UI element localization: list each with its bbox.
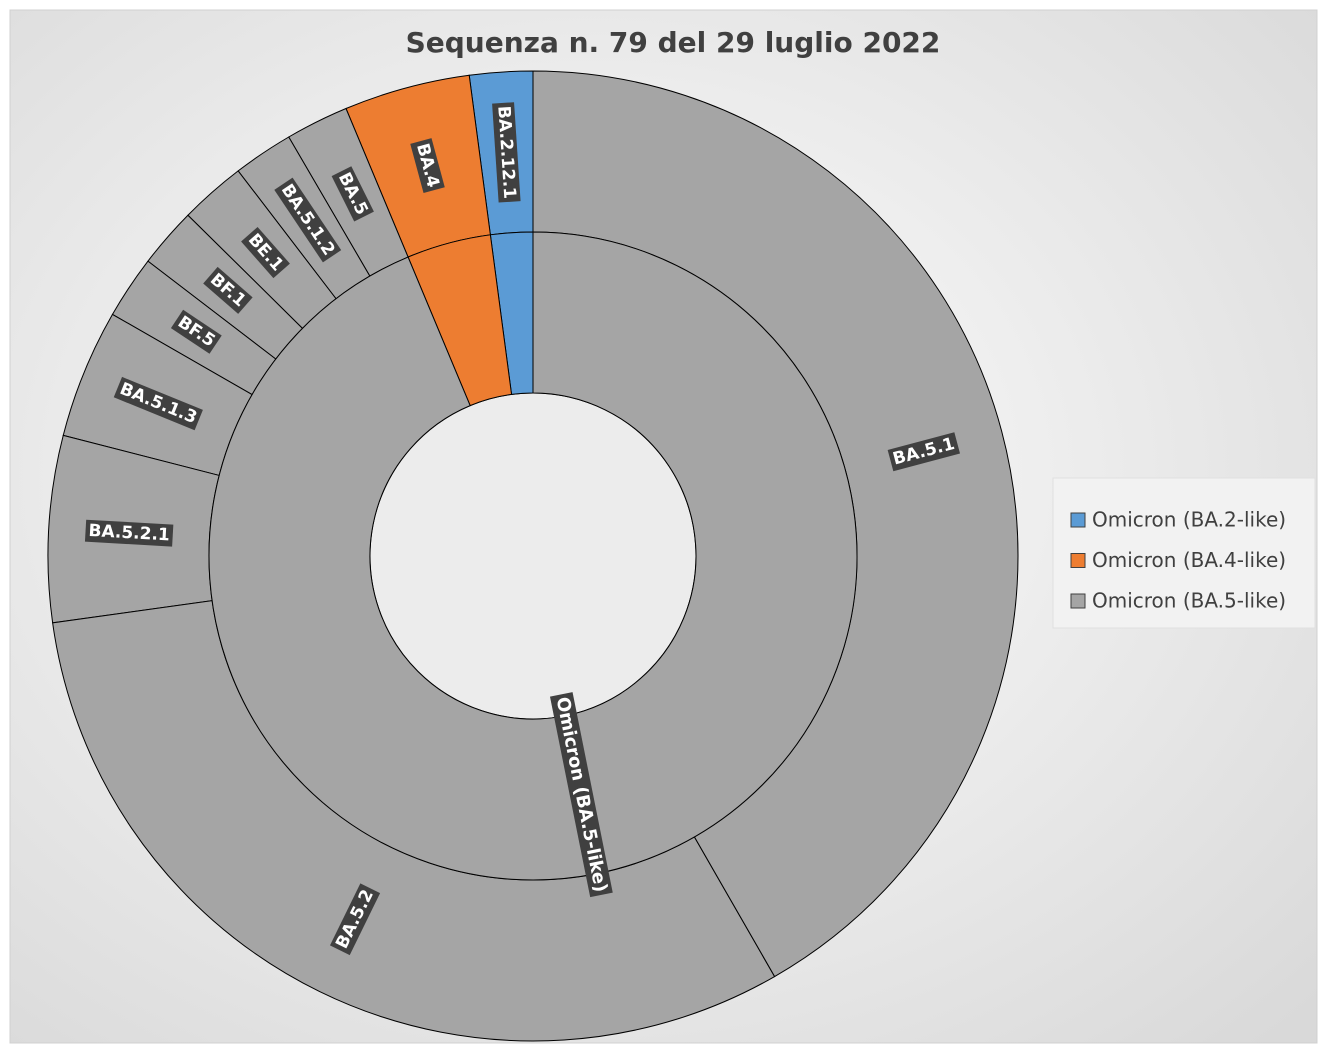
legend-label: Omicron (BA.5-like) xyxy=(1092,589,1286,613)
data-label-box xyxy=(274,177,342,263)
data-label: BA.2.12.1 xyxy=(492,102,521,203)
inner-segment xyxy=(208,231,858,881)
hole xyxy=(369,392,697,720)
legend-label: Omicron (BA.4-like) xyxy=(1092,548,1286,572)
data-label-box xyxy=(410,138,445,194)
data-label-box xyxy=(887,432,961,472)
data-label-box xyxy=(492,102,521,203)
legend-swatch xyxy=(1070,553,1086,568)
legend-swatch xyxy=(1070,593,1086,609)
data-label-box xyxy=(549,692,613,898)
legend-swatch xyxy=(1070,512,1086,528)
data-label-box xyxy=(329,883,381,956)
legend-box xyxy=(1052,477,1316,629)
data-label-text: BA.5.2.1 xyxy=(88,521,170,546)
data-label-box xyxy=(170,309,222,354)
data-label-box xyxy=(84,519,174,547)
data-label-box xyxy=(241,226,290,279)
data-label-box xyxy=(331,166,374,222)
data-label-box xyxy=(113,376,203,431)
legend-label: Omicron (BA.2-like) xyxy=(1092,508,1286,532)
data-label: BA.5.2.1 xyxy=(84,519,174,547)
data-label-box xyxy=(203,266,253,314)
chart-title: Sequenza n. 79 del 29 luglio 2022 xyxy=(406,26,941,59)
